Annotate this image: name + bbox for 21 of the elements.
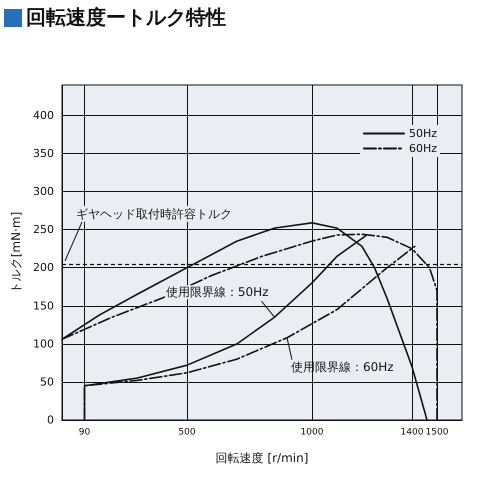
y-tick-label: 150	[33, 299, 54, 312]
y-tick-label: 300	[33, 185, 54, 198]
y-tick-label: 350	[33, 147, 54, 160]
y-axis-title: トルク[mN·m]	[9, 212, 24, 294]
y-tick-label: 250	[33, 223, 54, 236]
y-tick-label: 0	[47, 414, 54, 426]
legend-label: 50Hz	[408, 127, 438, 140]
chart-title: 回転速度ートルク特性	[26, 4, 226, 31]
y-tick-label: 100	[33, 337, 54, 350]
x-axis-title: 回転速度 [r/min]	[216, 451, 308, 465]
ref-line-label: ギヤヘッド取付時許容トルク	[76, 206, 232, 221]
y-tick-label: 400	[33, 108, 54, 122]
x-tick-label: 90	[78, 428, 90, 438]
x-tick-label: 1400	[400, 428, 424, 438]
annotation: 使用限界線：50Hz	[166, 285, 268, 300]
legend-label: 60Hz	[408, 142, 438, 155]
x-tick-label: 1500	[426, 428, 449, 438]
x-tick-label: 1000	[300, 428, 324, 438]
y-tick-label: 200	[33, 261, 54, 274]
x-tick-label: 500	[178, 428, 196, 438]
y-tick-label: 50	[40, 375, 54, 388]
